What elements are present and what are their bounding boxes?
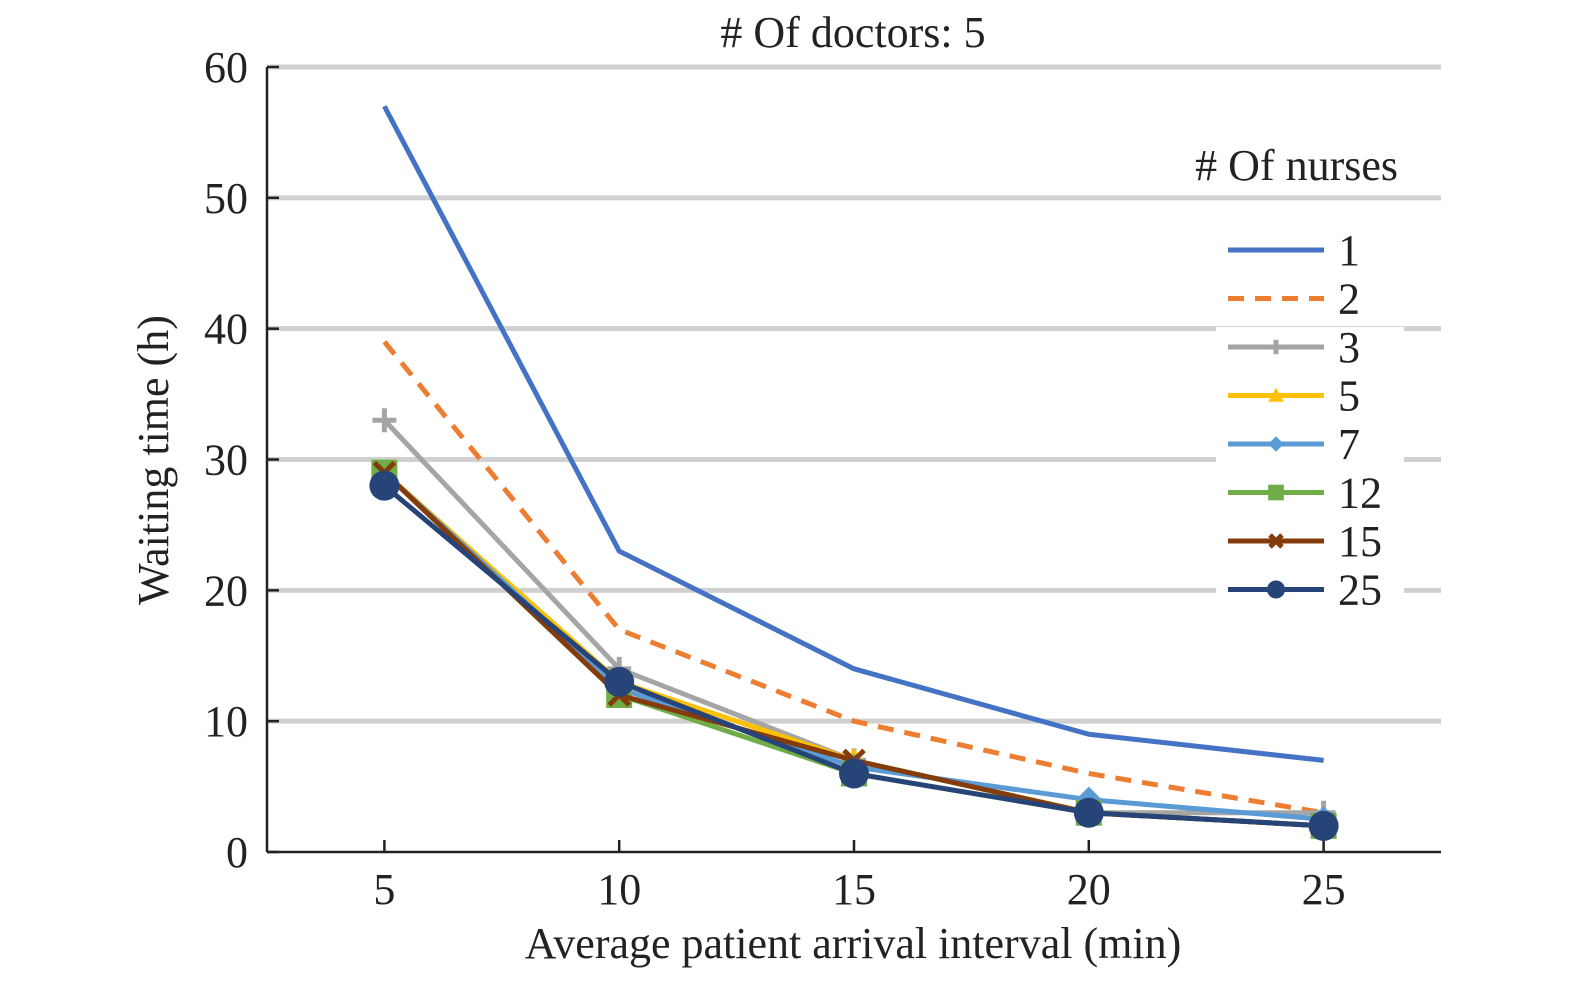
y-tick-label: 30	[204, 436, 248, 485]
legend-item-7: 7	[1216, 420, 1404, 469]
data-point-25-20	[1073, 797, 1104, 828]
legend-label-1: 1	[1338, 226, 1360, 275]
y-tick-label: 20	[204, 566, 248, 615]
x-tick-label: 25	[1302, 865, 1346, 914]
legend-item-1: 1	[1216, 226, 1404, 275]
y-tick-label: 10	[204, 697, 248, 746]
legend-item-15: 15	[1216, 517, 1404, 566]
series-line-2	[382, 340, 1325, 816]
legend-label-7: 7	[1338, 420, 1360, 469]
legend-label-2: 2	[1338, 275, 1360, 324]
series-2	[382, 340, 1325, 816]
legend-item-3: 3	[1216, 323, 1404, 372]
data-point-25-10	[604, 666, 635, 697]
series-1	[382, 105, 1324, 763]
data-point-25-25	[1308, 810, 1339, 841]
series-lines	[369, 105, 1339, 841]
legend-item-2: 2	[1216, 275, 1404, 324]
series-line-1	[382, 105, 1324, 763]
y-tick-label: 50	[204, 174, 248, 223]
legend-title: # Of nurses	[1195, 141, 1398, 190]
legend-label-3: 3	[1338, 323, 1360, 372]
x-tick-label: 5	[373, 865, 395, 914]
gridlines	[267, 64, 1441, 724]
legend-item-12: 12	[1216, 469, 1404, 518]
y-tick-label: 40	[204, 305, 248, 354]
chart-title: # Of doctors: 5	[720, 8, 985, 57]
legend-label-5: 5	[1338, 372, 1360, 421]
legend-marker-15	[1268, 533, 1284, 549]
legend-marker-25	[1267, 580, 1285, 599]
legend-label-12: 12	[1338, 469, 1382, 518]
x-axis-title: Average patient arrival interval (min)	[525, 919, 1181, 968]
y-axis-title: Waiting time (h)	[129, 315, 178, 605]
data-point-25-5	[369, 470, 400, 501]
legend-marker-12	[1268, 484, 1284, 501]
legend-item-5: 5	[1216, 372, 1404, 421]
legend-item-25: 25	[1216, 566, 1404, 615]
data-point-25-15	[839, 758, 869, 789]
series-25	[369, 470, 1339, 841]
legend-marker-5	[1268, 387, 1284, 402]
data-point-3-5	[372, 408, 397, 433]
legend-marker-7	[1268, 436, 1284, 452]
legend-label-25: 25	[1338, 566, 1382, 615]
x-tick-label: 15	[832, 865, 876, 914]
x-tick-label: 10	[597, 865, 641, 914]
legend-marker-3	[1268, 339, 1284, 355]
y-tick-label: 60	[204, 43, 248, 92]
x-tick-label: 20	[1067, 865, 1111, 914]
y-tick-label: 0	[226, 828, 248, 877]
legend-label-15: 15	[1338, 517, 1382, 566]
